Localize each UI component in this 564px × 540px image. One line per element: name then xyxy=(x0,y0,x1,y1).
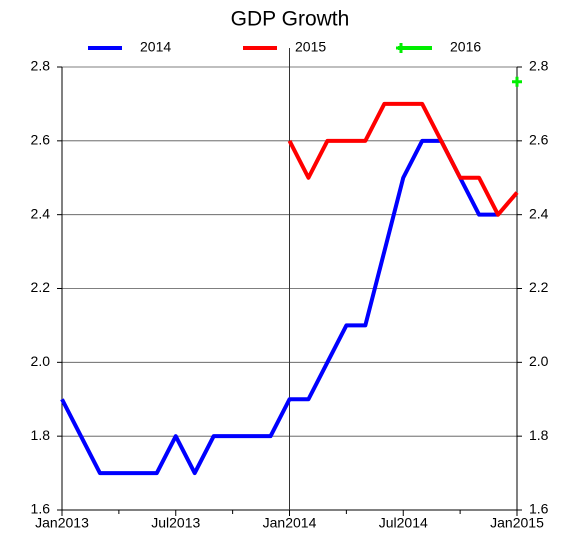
y-tick-label: 2.2 xyxy=(31,279,51,295)
x-tick-label: Jul2014 xyxy=(379,515,428,531)
chart-title: GDP Growth xyxy=(231,8,350,31)
y-tick-label: 2.6 xyxy=(31,132,51,148)
y-tick-label: 1.8 xyxy=(31,427,51,443)
y-tick-label: 2.0 xyxy=(31,353,51,369)
series-line xyxy=(287,101,519,217)
legend-label: 2014 xyxy=(140,39,171,55)
y2-tick-label: 2.8 xyxy=(529,58,549,74)
legend-label: 2016 xyxy=(450,39,481,55)
y2-tick-label: 2.0 xyxy=(529,353,549,369)
x-tick-label: Jan2015 xyxy=(490,515,544,531)
y2-tick-label: 2.2 xyxy=(529,279,549,295)
y2-tick-label: 1.6 xyxy=(529,501,549,517)
x-tick-label: Jan2013 xyxy=(35,515,89,531)
legend-marker xyxy=(396,43,406,53)
point-marker xyxy=(512,76,522,87)
y2-tick-label: 2.4 xyxy=(529,205,549,221)
y-tick-label: 2.8 xyxy=(31,58,51,74)
x-tick-label: Jan2014 xyxy=(263,515,317,531)
series-line xyxy=(60,138,499,476)
y2-tick-label: 2.6 xyxy=(529,132,549,148)
y2-tick-label: 1.8 xyxy=(529,427,549,443)
y-tick-label: 1.6 xyxy=(31,501,51,517)
x-tick-label: Jul2013 xyxy=(151,515,200,531)
y-tick-label: 2.4 xyxy=(31,205,51,221)
legend-label: 2015 xyxy=(295,39,326,55)
